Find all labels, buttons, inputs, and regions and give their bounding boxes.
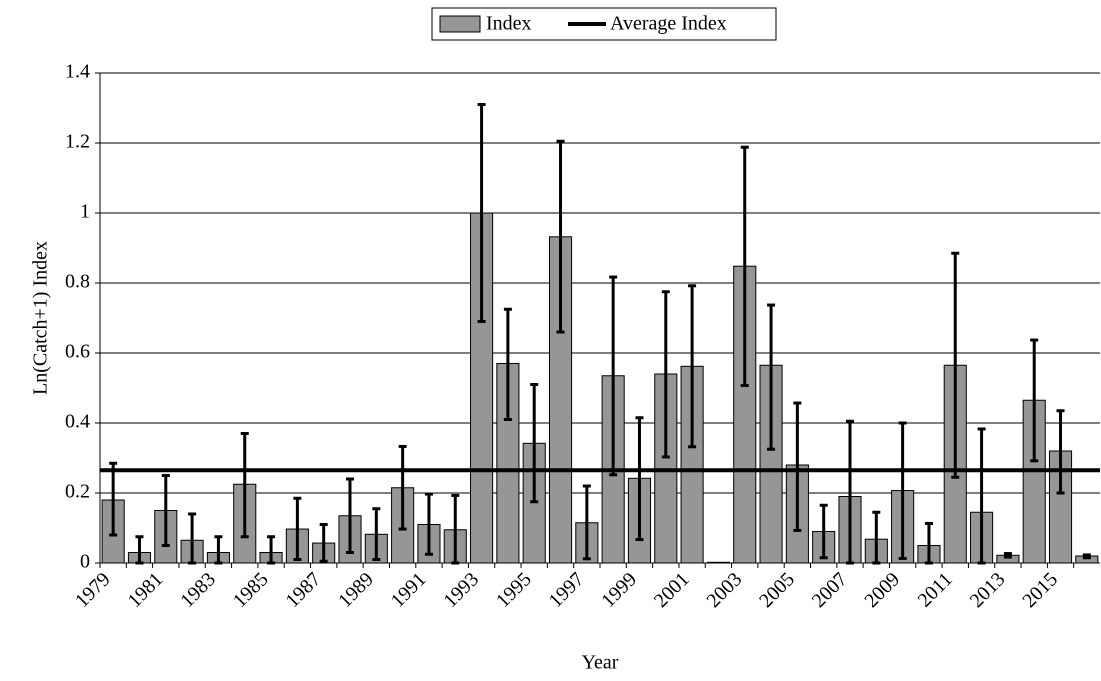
x-tick-label: 1987 bbox=[281, 568, 325, 612]
y-tick-label: 0.2 bbox=[65, 481, 90, 503]
y-tick-label: 1.4 bbox=[65, 61, 90, 83]
x-tick-label: 1989 bbox=[334, 568, 378, 612]
x-tick-label: 2005 bbox=[755, 568, 799, 612]
legend-label: Index bbox=[486, 13, 532, 35]
x-tick-label: 1997 bbox=[545, 568, 589, 612]
y-tick-label: 0.8 bbox=[65, 271, 90, 293]
x-tick-label: 2011 bbox=[914, 568, 957, 611]
legend-label: Average Index bbox=[610, 13, 727, 35]
x-tick-label: 2015 bbox=[1018, 568, 1062, 612]
x-tick-label: 1991 bbox=[387, 568, 431, 612]
x-tick-label: 1999 bbox=[597, 568, 641, 612]
x-tick-label: 1983 bbox=[176, 568, 220, 612]
bar bbox=[706, 561, 730, 564]
x-tick-label: 1981 bbox=[124, 568, 168, 612]
y-axis-label: Ln(Catch+1) Index bbox=[30, 241, 52, 395]
y-tick-label: 0.6 bbox=[65, 341, 90, 363]
x-tick-label: 2007 bbox=[808, 568, 852, 612]
y-tick-label: 0.4 bbox=[65, 411, 90, 433]
x-tick-label: 2003 bbox=[703, 568, 747, 612]
x-tick-label: 1985 bbox=[229, 568, 273, 612]
x-tick-label: 1993 bbox=[439, 568, 483, 612]
x-tick-label: 2009 bbox=[860, 568, 904, 612]
y-tick-label: 1 bbox=[80, 201, 90, 223]
legend-swatch bbox=[439, 15, 481, 33]
y-tick-label: 0 bbox=[80, 551, 90, 573]
x-tick-label: 2013 bbox=[966, 568, 1010, 612]
x-tick-label: 2001 bbox=[650, 568, 694, 612]
y-tick-label: 1.2 bbox=[65, 131, 90, 153]
x-axis-label: Year bbox=[582, 652, 619, 674]
x-tick-label: 1979 bbox=[71, 568, 115, 612]
x-tick-label: 1995 bbox=[492, 568, 536, 612]
